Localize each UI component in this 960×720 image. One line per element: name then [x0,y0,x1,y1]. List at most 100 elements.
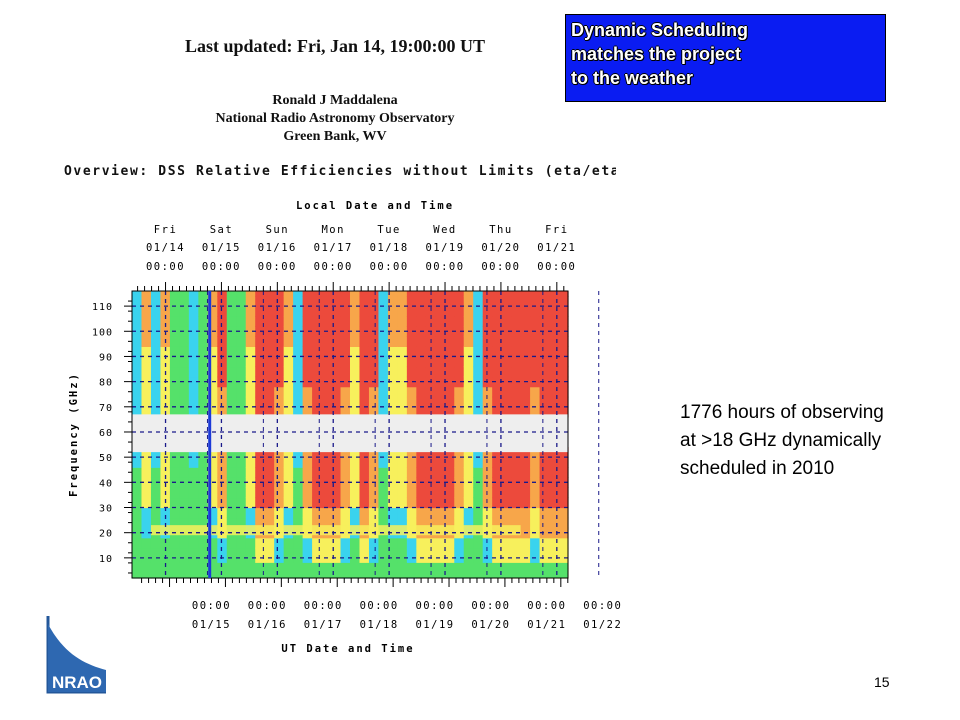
heatmap-cell [274,296,285,307]
heatmap-cell [387,467,398,478]
heatmap-cell [141,396,152,408]
heatmap-cell [236,376,247,388]
heatmap-cell [283,386,294,398]
heatmap-cell [283,296,294,307]
heatmap-cell [501,517,512,529]
heatmap-cell [141,467,152,478]
heatmap-cell [141,457,152,468]
heatmap-cell [473,356,484,368]
heatmap-cell [217,406,228,418]
y-tick-label: 60 [99,428,113,439]
heatmap-cell [368,537,380,549]
heatmap-cell [359,517,370,529]
heatmap-cell [217,537,228,549]
heatmap-cell [549,487,560,499]
heatmap-cell [473,467,484,478]
heatmap-cell [444,291,455,297]
heatmap-cell [416,457,427,468]
heatmap-cell [198,366,209,378]
heatmap-cell [283,467,294,478]
heatmap-cell [492,366,503,378]
heatmap-cell [558,467,569,478]
heatmap-cell [492,386,503,398]
y-tick-label: 10 [99,554,113,565]
heatmap-cell [160,306,171,317]
heatmap-cell [331,467,342,478]
heatmap-cell [492,376,503,388]
heatmap-cell [492,291,503,297]
heatmap-cell [188,406,199,418]
heatmap-cell [141,507,152,519]
unavailable-band [132,414,568,453]
callout-line: Dynamic Scheduling [571,20,749,40]
heatmap-cell [549,547,560,559]
heatmap-cell [293,457,304,468]
heatmap-cell [321,497,332,509]
heatmap-cell [359,386,370,398]
heatmap-cell [198,356,209,368]
heatmap-cell [350,477,361,488]
heatmap-band [132,562,568,578]
heatmap-cell [245,346,256,358]
heatmap-cell [132,527,143,539]
heatmap-cell [463,336,474,347]
heatmap-cell [283,477,294,488]
heatmap-cell [425,346,436,358]
heatmap-cell [368,406,380,418]
heatmap-cell [255,517,266,529]
heatmap-cell [387,537,398,549]
heatmap-cell [321,396,332,408]
heatmap-cell [549,396,560,408]
top-axis-time-label: 00:00 [370,261,409,273]
heatmap-cell [302,457,313,468]
heatmap-cell [141,487,152,499]
heatmap-cell [473,396,484,408]
top-axis-day-label: Fri [154,224,177,236]
heatmap-cell [150,346,162,358]
heatmap-cell [368,467,380,478]
heatmap-cell [312,386,323,398]
heatmap-cell [245,517,256,529]
heatmap-cell [416,507,427,519]
heatmap-cell [482,497,493,509]
heatmap-cell [368,336,380,347]
heatmap-cell [160,396,171,408]
heatmap-cell [492,537,503,549]
heatmap-cell [530,366,541,378]
heatmap-cell [293,291,304,297]
heatmap-cell [558,457,569,468]
heatmap-cell [331,447,342,458]
heatmap-cell [150,356,162,368]
heatmap-cell [454,366,465,378]
heatmap-cell [454,477,465,488]
heatmap-cell [416,547,427,559]
heatmap-cell [520,336,531,347]
heatmap-cell [473,306,484,317]
heatmap-cell [236,296,247,307]
heatmap-cell [150,296,162,307]
heatmap-cell [169,537,180,549]
heatmap-cell [188,547,199,559]
heatmap-cell [340,487,351,499]
heatmap-cell [274,396,285,408]
heatmap-cell [245,376,256,388]
heatmap-cell [312,316,323,327]
heatmap-cell [549,457,560,468]
heatmap-cell [416,467,427,478]
heatmap-cell [435,447,446,458]
heatmap-cell [492,406,503,418]
heatmap-cell [416,366,427,378]
heatmap-cell [530,346,541,358]
heatmap-cell [340,537,351,549]
heatmap-cell [340,346,351,358]
heatmap-cell [245,507,256,519]
heatmap-cell [274,547,285,559]
heatmap-cell [539,477,550,488]
heatmap-cell [150,537,162,549]
heatmap-cell [255,497,266,509]
heatmap-cell [340,376,351,388]
heatmap-cell [492,507,503,519]
heatmap-cell [217,386,228,398]
heatmap-cell [274,356,285,368]
heatmap-cell [283,396,294,408]
